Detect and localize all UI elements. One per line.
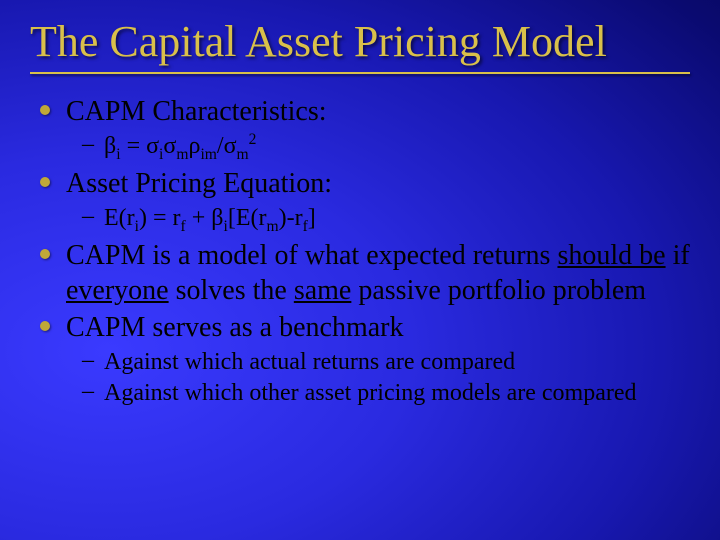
main-bullet-list: CAPM Characteristics: βi = σiσmρim/σm2 A… (36, 94, 690, 410)
sub-list: Against which actual returns are compare… (66, 347, 690, 409)
bullet-text: CAPM Characteristics: (66, 94, 690, 129)
bullet-text: Asset Pricing Equation: (66, 166, 690, 201)
sub-text: Against which other asset pricing models… (104, 378, 690, 409)
sub-text: Against which actual returns are compare… (104, 347, 690, 378)
bullet-text: CAPM is a model of what expected returns… (66, 238, 690, 308)
slide-title: The Capital Asset Pricing Model (30, 18, 690, 66)
sub-item-other-models: Against which other asset pricing models… (82, 378, 690, 409)
sub-item-actual-returns: Against which actual returns are compare… (82, 347, 690, 378)
sub-list: βi = σiσmρim/σm2 (66, 131, 690, 162)
bullet-text: CAPM serves as a benchmark (66, 310, 690, 345)
sub-item-beta-formula: βi = σiσmρim/σm2 (82, 131, 690, 162)
bullet-capm-characteristics: CAPM Characteristics: βi = σiσmρim/σm2 (36, 94, 690, 162)
sub-item-expected-return-formula: E(ri) = rf + βi[E(rm)-rf] (82, 203, 690, 234)
title-underline (30, 72, 690, 74)
formula-beta: βi = σiσmρim/σm2 (104, 131, 690, 162)
bullet-capm-model-description: CAPM is a model of what expected returns… (36, 238, 690, 308)
bullet-asset-pricing-equation: Asset Pricing Equation: E(ri) = rf + βi[… (36, 166, 690, 234)
sub-list: E(ri) = rf + βi[E(rm)-rf] (66, 203, 690, 234)
slide-content: CAPM Characteristics: βi = σiσmρim/σm2 A… (30, 94, 690, 410)
bullet-capm-benchmark: CAPM serves as a benchmark Against which… (36, 310, 690, 409)
formula-expected-return: E(ri) = rf + βi[E(rm)-rf] (104, 203, 690, 234)
